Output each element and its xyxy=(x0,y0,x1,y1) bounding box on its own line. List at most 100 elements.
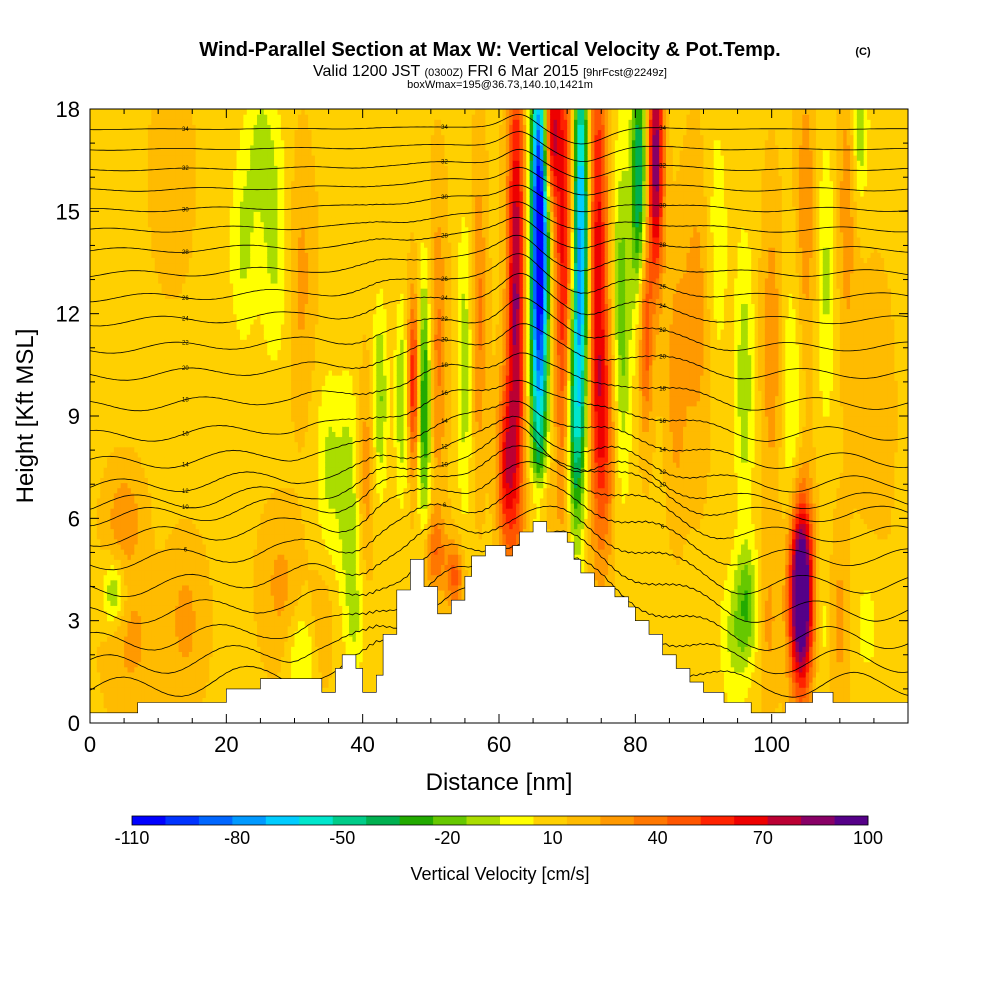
velocity-cell xyxy=(185,671,190,678)
velocity-cell xyxy=(117,671,122,678)
velocity-cell xyxy=(137,201,142,207)
velocity-cell xyxy=(195,114,200,120)
velocity-cell xyxy=(137,676,142,683)
velocity-cell xyxy=(182,231,187,238)
velocity-cell xyxy=(90,559,95,565)
velocity-cell xyxy=(154,518,159,525)
velocity-cell xyxy=(158,518,163,525)
velocity-cell xyxy=(117,149,122,156)
velocity-cell xyxy=(147,610,152,617)
velocity-cell xyxy=(222,492,227,499)
velocity-cell xyxy=(110,487,115,494)
velocity-cell xyxy=(188,692,193,699)
velocity-cell xyxy=(127,426,132,432)
velocity-cell xyxy=(90,293,95,299)
velocity-cell xyxy=(110,216,115,223)
velocity-cell xyxy=(134,390,139,397)
velocity-cell xyxy=(209,165,214,171)
velocity-cell xyxy=(202,497,207,504)
velocity-cell xyxy=(130,242,135,248)
velocity-cell xyxy=(103,595,108,601)
velocity-cell xyxy=(195,405,200,412)
velocity-cell xyxy=(185,656,190,663)
velocity-cell xyxy=(107,436,112,443)
velocity-cell xyxy=(168,636,173,642)
velocity-cell xyxy=(188,492,193,499)
velocity-cell xyxy=(222,155,227,161)
velocity-cell xyxy=(93,134,98,141)
velocity-cell xyxy=(107,446,112,453)
velocity-cell xyxy=(113,354,118,361)
velocity-cell xyxy=(212,410,217,417)
velocity-cell xyxy=(209,144,214,151)
velocity-cell xyxy=(147,620,152,627)
velocity-cell xyxy=(117,390,122,397)
velocity-cell xyxy=(209,497,214,504)
velocity-cell xyxy=(96,216,101,223)
velocity-cell xyxy=(188,579,193,586)
velocity-cell xyxy=(154,492,159,499)
velocity-cell xyxy=(202,605,207,612)
velocity-cell xyxy=(199,605,204,612)
velocity-cell xyxy=(158,318,163,325)
velocity-cell xyxy=(192,267,197,274)
velocity-cell xyxy=(120,451,125,458)
velocity-cell xyxy=(171,523,176,530)
velocity-cell xyxy=(178,574,183,581)
velocity-cell xyxy=(222,549,227,555)
velocity-cell xyxy=(117,267,122,274)
velocity-cell xyxy=(216,569,221,576)
velocity-cell xyxy=(120,354,125,361)
velocity-cell xyxy=(154,293,159,299)
velocity-cell xyxy=(134,175,139,182)
velocity-cell xyxy=(209,579,214,586)
velocity-cell xyxy=(130,339,135,345)
velocity-cell xyxy=(90,175,95,182)
velocity-cell xyxy=(161,641,166,647)
velocity-cell xyxy=(195,252,200,258)
velocity-cell xyxy=(130,282,135,289)
velocity-cell xyxy=(188,236,193,243)
velocity-cell xyxy=(100,564,105,571)
velocity-cell xyxy=(161,242,166,248)
velocity-cell xyxy=(93,364,98,371)
velocity-cell xyxy=(216,451,221,458)
velocity-cell xyxy=(164,144,169,151)
velocity-cell xyxy=(124,308,129,315)
velocity-cell xyxy=(120,671,125,678)
velocity-cell xyxy=(188,175,193,182)
velocity-cell xyxy=(205,533,210,540)
velocity-cell xyxy=(192,625,197,632)
velocity-cell xyxy=(141,697,146,704)
velocity-cell xyxy=(151,508,156,514)
velocity-cell xyxy=(107,513,112,519)
velocity-cell xyxy=(113,549,118,555)
velocity-cell xyxy=(209,216,214,223)
velocity-cell xyxy=(188,109,193,115)
velocity-cell xyxy=(178,656,183,663)
velocity-cell xyxy=(144,513,149,519)
velocity-cell xyxy=(113,574,118,581)
velocity-cell xyxy=(147,277,152,284)
velocity-cell xyxy=(171,671,176,678)
velocity-cell xyxy=(226,554,231,560)
velocity-cell xyxy=(137,584,142,591)
velocity-cell xyxy=(110,400,115,407)
velocity-cell xyxy=(127,180,132,187)
velocity-cell xyxy=(199,175,204,182)
velocity-cell xyxy=(107,533,112,540)
velocity-cell xyxy=(219,175,224,182)
velocity-cell xyxy=(202,211,207,218)
velocity-cell xyxy=(195,359,200,366)
velocity-cell xyxy=(229,620,234,627)
velocity-cell xyxy=(103,293,108,299)
velocity-cell xyxy=(202,329,207,335)
velocity-cell xyxy=(113,195,118,202)
velocity-cell xyxy=(185,119,190,125)
velocity-cell xyxy=(171,170,176,177)
velocity-cell xyxy=(192,385,197,392)
velocity-cell xyxy=(93,682,98,688)
velocity-cell xyxy=(107,359,112,366)
velocity-cell xyxy=(100,508,105,514)
velocity-cell xyxy=(178,651,183,658)
